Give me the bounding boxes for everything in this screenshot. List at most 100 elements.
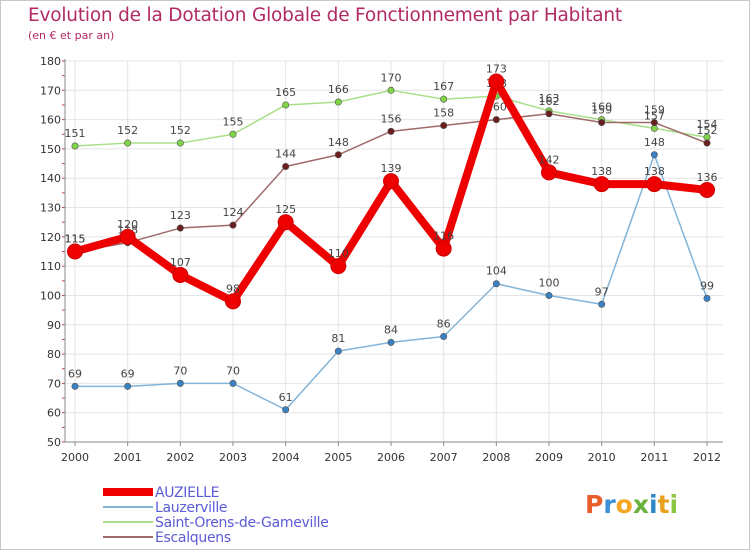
data-point-lauzerville — [492, 280, 500, 288]
data-point-lauzerville — [71, 382, 79, 390]
data-label-auzielle: 138 — [591, 165, 612, 178]
y-tick-label: 120 — [40, 231, 61, 244]
data-label-saint_orens: 166 — [328, 83, 349, 96]
legend-item-lauzerville: Lauzerville — [103, 500, 228, 516]
data-label-saint_orens: 160 — [591, 101, 612, 114]
chart-title: Evolution de la Dotation Globale de Fonc… — [28, 5, 622, 26]
y-tick-label: 180 — [40, 55, 61, 68]
data-label-auzielle: 138 — [644, 165, 665, 178]
data-label-saint_orens: 167 — [433, 80, 454, 93]
data-point-auzielle — [646, 176, 663, 193]
data-point-auzielle — [330, 258, 347, 275]
data-point-lauzerville — [387, 338, 395, 346]
data-point-escalquens — [387, 127, 395, 135]
data-point-lauzerville — [440, 332, 448, 340]
data-label-escalquens: 144 — [275, 148, 296, 161]
data-label-auzielle: 110 — [328, 247, 349, 260]
x-tick-label: 2001 — [114, 451, 142, 464]
data-point-lauzerville — [703, 294, 711, 302]
x-tick-label: 2006 — [377, 451, 405, 464]
x-tick-label: 2011 — [640, 451, 668, 464]
data-point-auzielle — [435, 240, 452, 257]
data-point-escalquens — [229, 221, 237, 229]
data-point-auzielle — [67, 243, 83, 260]
data-point-auzielle — [383, 173, 399, 190]
data-label-escalquens: 148 — [328, 136, 349, 149]
data-point-lauzerville — [124, 382, 132, 390]
y-axis-ticks: 50 60 70 80 90 100 110 120 130 140 150 160 170 180 — [40, 55, 61, 449]
legend-label-saint_orens: Saint-Orens-de-Gameville — [155, 515, 329, 531]
data-label-escalquens: 115 — [65, 233, 86, 246]
y-tick-label: 90 — [47, 319, 61, 332]
data-point-escalquens — [492, 116, 500, 124]
data-point-escalquens — [334, 151, 342, 159]
data-label-lauzerville: 70 — [173, 364, 187, 377]
data-label-lauzerville: 104 — [486, 265, 507, 278]
legend-label-auzielle: AUZIELLE — [155, 485, 219, 501]
x-tick-label: 2002 — [166, 451, 194, 464]
data-label-saint_orens: 152 — [170, 124, 191, 137]
legend-item-escalquens: Escalquens — [103, 530, 231, 546]
x-tick-label: 2010 — [588, 451, 616, 464]
x-tick-label: 2003 — [219, 451, 247, 464]
data-point-escalquens — [440, 121, 448, 129]
x-tick-label: 2005 — [324, 451, 352, 464]
y-tick-label: 80 — [47, 348, 61, 361]
data-label-auzielle: 107 — [170, 256, 191, 269]
data-point-escalquens — [176, 224, 184, 232]
x-tick-label: 2000 — [61, 451, 89, 464]
x-tick-label: 2004 — [272, 451, 300, 464]
data-point-auzielle — [225, 293, 241, 310]
data-point-auzielle — [699, 181, 715, 198]
data-label-auzielle: 125 — [275, 203, 296, 216]
data-label-auzielle: 116 — [433, 230, 454, 243]
legend-item-auzielle: AUZIELLE — [103, 485, 220, 501]
data-point-escalquens — [545, 110, 553, 118]
legend-item-saint_orens: Saint-Orens-de-Gameville — [103, 515, 329, 531]
series-saint_orens: 151152152155165166170167168163160157154 — [65, 71, 718, 150]
data-label-auzielle: 173 — [486, 63, 507, 76]
data-label-lauzerville: 100 — [539, 276, 560, 289]
series-auzielle: 115 120 107 98 125 110 139 116 173 142 138 138 136 — [65, 63, 718, 310]
x-tick-label: 2008 — [482, 451, 510, 464]
data-label-saint_orens: 163 — [539, 92, 560, 105]
data-label-saint_orens: 154 — [697, 118, 718, 131]
data-label-auzielle: 120 — [117, 218, 138, 231]
y-tick-label: 150 — [40, 143, 61, 156]
data-label-escalquens: 159 — [644, 104, 665, 117]
y-tick-label: 100 — [40, 289, 61, 302]
data-label-escalquens: 124 — [223, 206, 244, 219]
data-label-lauzerville: 69 — [68, 367, 82, 380]
data-point-lauzerville — [334, 347, 342, 355]
data-label-escalquens: 156 — [381, 112, 402, 125]
data-point-lauzerville — [598, 300, 606, 308]
data-label-saint_orens: 157 — [644, 109, 665, 122]
data-label-auzielle: 98 — [226, 282, 240, 295]
data-point-saint_orens — [124, 139, 132, 147]
data-point-saint_orens — [650, 124, 658, 132]
data-label-escalquens: 123 — [170, 209, 191, 222]
data-label-escalquens: 162 — [539, 95, 560, 108]
y-tick-label: 140 — [40, 172, 61, 185]
y-tick-label: 160 — [40, 114, 61, 127]
data-point-saint_orens — [440, 95, 448, 103]
data-label-escalquens: 152 — [697, 124, 718, 137]
data-point-auzielle — [172, 266, 189, 283]
data-label-lauzerville: 97 — [595, 285, 609, 298]
data-point-saint_orens — [176, 139, 184, 147]
data-label-auzielle: 115 — [65, 233, 86, 246]
data-label-saint_orens: 151 — [65, 127, 86, 140]
data-point-auzielle — [541, 164, 557, 181]
data-label-auzielle: 136 — [697, 171, 718, 184]
data-point-saint_orens — [229, 130, 237, 138]
data-label-saint_orens: 155 — [223, 115, 244, 128]
legend-label-lauzerville: Lauzerville — [155, 500, 227, 516]
data-label-auzielle: 142 — [539, 153, 560, 166]
axes — [62, 59, 723, 446]
data-point-saint_orens — [334, 98, 342, 106]
data-point-escalquens — [282, 163, 290, 171]
data-point-escalquens — [703, 139, 711, 147]
